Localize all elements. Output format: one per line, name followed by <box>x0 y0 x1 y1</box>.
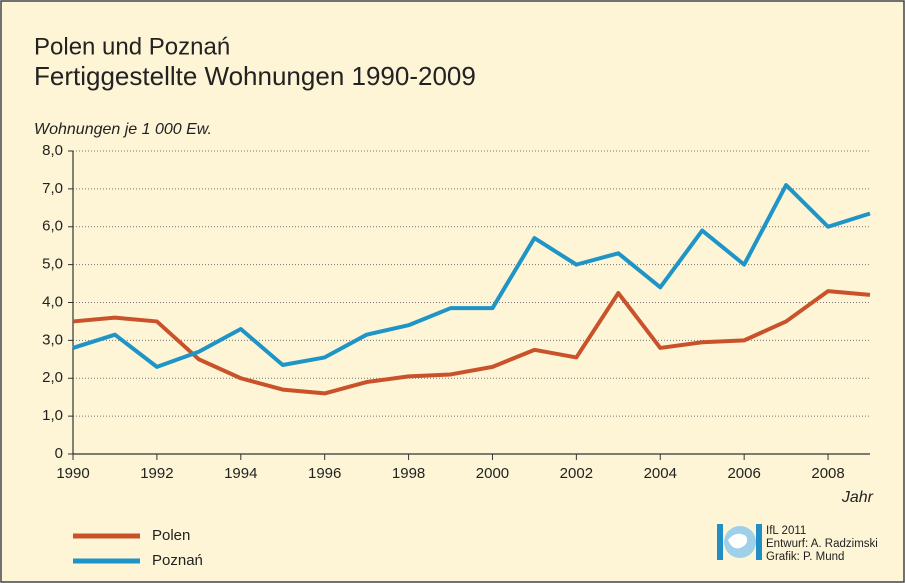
y-tick-label: 8,0 <box>42 142 63 159</box>
x-tick-label: 2008 <box>811 465 844 482</box>
x-tick-label: 1996 <box>308 465 341 482</box>
x-tick-label: 2004 <box>644 465 677 482</box>
chart-subtitle: Polen und Poznań <box>34 33 230 60</box>
x-tick-label: 2002 <box>560 465 593 482</box>
credit: IfL 2011 <box>766 525 806 537</box>
data-line <box>72 289 871 396</box>
y-tick-label: 6,0 <box>42 218 63 235</box>
y-tick-label: 1,0 <box>42 407 63 424</box>
logo <box>717 524 762 560</box>
x-tick-label: 2000 <box>476 465 509 482</box>
legend-label: Polen <box>152 527 190 544</box>
x-tick-label: 2006 <box>727 465 760 482</box>
chart-title: Fertiggestellte Wohnungen 1990-2009 <box>34 61 476 91</box>
y-tick-label: 5,0 <box>42 256 63 273</box>
credit: Entwurf: A. Radzimski <box>766 538 878 550</box>
x-axis-label: Jahr <box>841 489 874 506</box>
y-axis-label: Wohnungen je 1 000 Ew. <box>34 121 212 138</box>
x-tick-label: 1992 <box>140 465 173 482</box>
legend-label: Poznań <box>152 552 203 569</box>
data-line <box>72 183 871 369</box>
y-tick-label: 2,0 <box>42 369 63 386</box>
y-tick-label: 7,0 <box>42 180 63 197</box>
credit: Grafik: P. Mund <box>766 551 844 563</box>
y-tick-label: 3,0 <box>42 331 63 348</box>
x-tick-label: 1990 <box>56 465 89 482</box>
x-tick-label: 1998 <box>392 465 425 482</box>
x-tick-label: 1994 <box>224 465 257 482</box>
y-tick-label: 0 <box>55 445 63 462</box>
y-tick-label: 4,0 <box>42 293 63 310</box>
